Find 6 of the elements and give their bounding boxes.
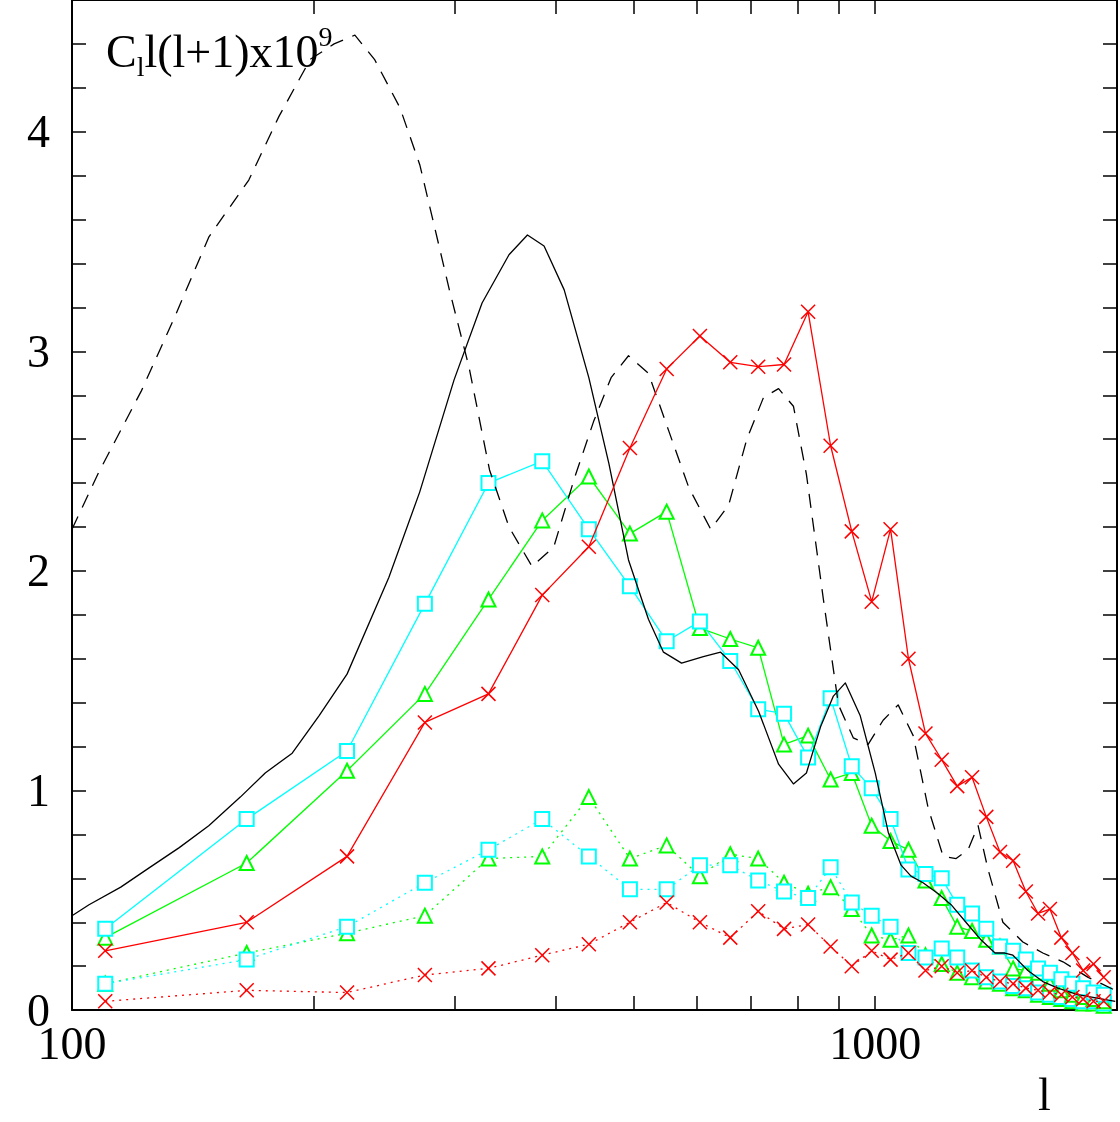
x-tick-label: 1000 [829,1017,922,1069]
y-tick-label: 1 [27,765,50,817]
y-tick-label: 4 [27,106,50,158]
y-tick-label: 3 [27,325,50,377]
x-axis-title: l [1038,1068,1051,1120]
y-tick-label: 2 [27,545,50,597]
